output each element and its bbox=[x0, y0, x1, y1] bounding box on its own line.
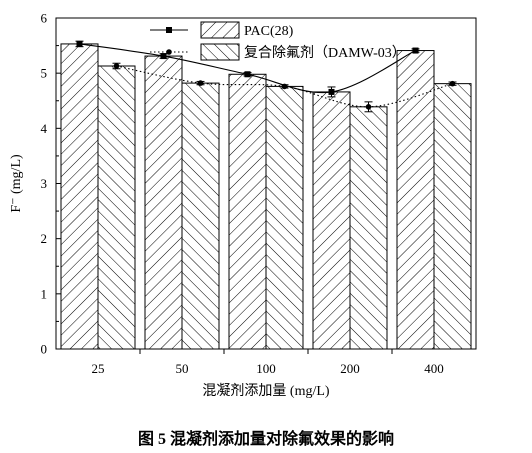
legend-label-s1: PAC(28) bbox=[244, 24, 294, 39]
x-tick-label-100: 100 bbox=[256, 361, 276, 376]
bar-hatch-s1-100 bbox=[229, 74, 266, 350]
x-tick-label-200: 200 bbox=[340, 361, 360, 376]
legend-marker-s2 bbox=[166, 49, 172, 55]
bars bbox=[60, 43, 472, 350]
bar-hatch-s2-200 bbox=[350, 106, 387, 350]
legend-entry-s2: 复合除氟剂（DAMW-03） bbox=[150, 43, 406, 61]
point-s1-400 bbox=[412, 47, 419, 54]
point-s2-25 bbox=[113, 63, 120, 69]
x-tick-label-25: 25 bbox=[92, 361, 105, 376]
y-tick-label-2: 2 bbox=[41, 231, 48, 246]
figure-caption: 图 5 混凝剂添加量对除氟效果的影响 bbox=[137, 431, 394, 448]
y-tick-label-1: 1 bbox=[41, 286, 48, 301]
point-s2-100 bbox=[281, 83, 288, 90]
legend-swatch-s2 bbox=[200, 43, 240, 61]
point-s1-100 bbox=[244, 71, 251, 78]
y-tick-label-4: 4 bbox=[41, 121, 48, 136]
y-axis: 0 1 2 3 4 5 6 bbox=[41, 11, 61, 357]
y-tick-label-5: 5 bbox=[41, 66, 48, 81]
x-axis: 25 50 100 200 400 bbox=[92, 349, 444, 376]
bar-hatch-s2-400 bbox=[434, 83, 471, 350]
y-tick-label-0: 0 bbox=[41, 342, 48, 357]
x-tick-label-50: 50 bbox=[176, 361, 189, 376]
bar-hatch-s2-100 bbox=[266, 86, 303, 349]
bar-hatch-s1-50 bbox=[145, 56, 182, 349]
bar-hatch-s2-50 bbox=[182, 83, 219, 349]
bar-hatch-s1-400 bbox=[397, 50, 434, 349]
bar-hatch-s2-25 bbox=[98, 65, 135, 350]
legend-label-s2: 复合除氟剂（DAMW-03） bbox=[244, 44, 406, 61]
bar-hatch-s1-200 bbox=[313, 91, 350, 349]
bar-hatch-s1-25 bbox=[61, 43, 98, 349]
error-bars bbox=[75, 40, 457, 113]
legend-entry-s1: PAC(28) bbox=[150, 21, 294, 39]
point-s1-200 bbox=[328, 88, 335, 95]
chart: 0 1 2 3 4 5 6 25 50 100 200 400 F⁻ (mg/L) 混凝剂添加量 (… bbox=[9, 11, 477, 399]
point-s2-400 bbox=[449, 80, 456, 87]
legend: PAC(28) 复合除氟剂（DAMW-03） bbox=[150, 21, 406, 61]
legend-marker-s1 bbox=[166, 27, 172, 33]
fit-line-s2 bbox=[116, 65, 453, 108]
point-s1-25 bbox=[76, 40, 83, 47]
legend-swatch-s1 bbox=[200, 21, 240, 39]
point-s1-50 bbox=[160, 53, 167, 60]
point-s2-50 bbox=[197, 80, 204, 86]
y-tick-label-6: 6 bbox=[41, 11, 48, 26]
x-tick-label-400: 400 bbox=[424, 361, 444, 376]
x-axis-title: 混凝剂添加量 (mg/L) bbox=[202, 383, 329, 399]
y-axis-title: F⁻ (mg/L) bbox=[9, 154, 24, 213]
point-s2-200 bbox=[365, 104, 372, 110]
y-tick-label-3: 3 bbox=[41, 176, 48, 191]
